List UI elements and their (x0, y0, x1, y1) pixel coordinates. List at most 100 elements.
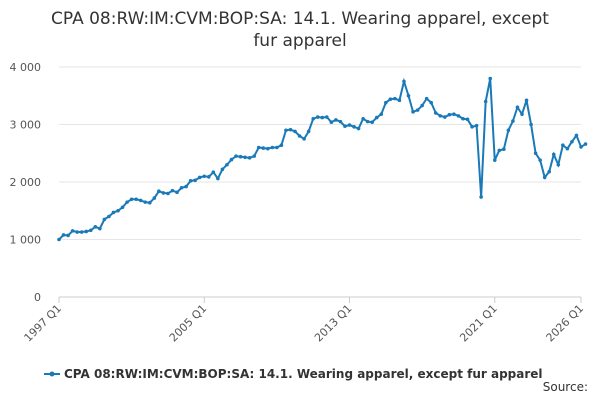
data-point (61, 233, 66, 237)
data-point (238, 154, 243, 159)
data-point (433, 111, 438, 115)
data-point (334, 118, 338, 122)
data-point (234, 154, 238, 158)
data-point (529, 122, 533, 127)
data-point (415, 108, 420, 112)
data-point (492, 158, 497, 162)
data-point (420, 103, 424, 108)
data-point (583, 142, 588, 146)
data-point (488, 76, 493, 81)
data-point (502, 147, 506, 152)
data-point (93, 225, 98, 229)
data-point (402, 79, 406, 84)
data-line (58, 77, 587, 241)
data-point (306, 129, 311, 134)
data-point (356, 126, 361, 131)
data-point (161, 191, 166, 195)
data-point (370, 120, 375, 124)
data-point (206, 175, 211, 179)
data-point (551, 152, 556, 157)
data-point (170, 188, 175, 193)
data-point (102, 217, 107, 222)
data-point (84, 229, 89, 234)
data-point (547, 169, 552, 174)
data-point (474, 123, 479, 128)
data-point (393, 96, 397, 101)
data-point (483, 99, 488, 104)
legend-label: CPA 08:RW:IM:CVM:BOP:SA: 14.1. Wearing a… (64, 367, 543, 381)
data-point (452, 112, 456, 116)
chart-title: CPA 08:RW:IM:CVM:BOP:SA: 14.1. Wearing a… (51, 9, 549, 51)
data-point (533, 151, 538, 156)
data-point (456, 114, 461, 118)
y-tick-label: 3 000 (10, 119, 42, 132)
data-point (438, 114, 443, 118)
y-tick-label: 2 000 (10, 176, 42, 189)
data-point (379, 112, 384, 116)
data-point (143, 200, 148, 204)
data-point (75, 230, 79, 234)
data-point (574, 133, 579, 138)
data-point (202, 174, 207, 179)
data-point (125, 200, 129, 204)
data-point (293, 129, 297, 134)
data-point (570, 139, 574, 144)
data-point (111, 210, 116, 215)
data-point (361, 116, 365, 121)
x-tick-label: 1997 Q1 (22, 302, 65, 345)
data-point (320, 115, 325, 120)
data-point (315, 115, 320, 119)
legend-marker (49, 371, 55, 377)
data-point (506, 128, 511, 133)
data-point (256, 145, 261, 150)
data-point (70, 229, 75, 233)
data-point (270, 145, 275, 150)
data-point (556, 162, 561, 167)
data-point (411, 110, 415, 114)
data-point (116, 208, 120, 213)
data-point (565, 146, 570, 151)
data-point (384, 100, 388, 105)
data-point (325, 115, 329, 119)
data-point (247, 156, 252, 160)
data-point (347, 123, 352, 127)
data-point (79, 230, 84, 234)
data-point (297, 134, 302, 138)
data-point (229, 157, 234, 162)
data-point (447, 112, 452, 117)
data-point (107, 214, 111, 219)
data-point (225, 162, 229, 167)
data-point (352, 125, 356, 129)
data-point (406, 93, 411, 98)
data-point (252, 154, 256, 158)
data-point (138, 198, 143, 203)
data-point (311, 116, 315, 121)
data-point (579, 145, 583, 149)
data-point (365, 119, 370, 124)
data-point (479, 195, 483, 199)
data-point (129, 197, 134, 202)
data-point (497, 148, 502, 153)
data-point (374, 115, 379, 120)
data-point (261, 146, 266, 150)
y-tick-label: 0 (34, 291, 41, 304)
data-point (561, 143, 565, 147)
data-point (470, 125, 474, 129)
y-tick-label: 1 000 (10, 234, 42, 247)
data-point (279, 143, 284, 147)
data-point (343, 124, 347, 129)
data-point (397, 98, 402, 103)
x-tick-label: 2021 Q1 (457, 302, 500, 345)
data-point (197, 175, 202, 180)
data-point (220, 167, 225, 172)
data-point (511, 119, 515, 123)
data-point (538, 158, 542, 162)
data-point (179, 185, 184, 190)
data-point (57, 237, 61, 242)
data-point (388, 97, 393, 101)
x-tick-label: 2005 Q1 (167, 302, 210, 345)
y-tick-label: 4 000 (10, 61, 42, 74)
data-point (166, 191, 170, 196)
data-point (424, 96, 429, 101)
